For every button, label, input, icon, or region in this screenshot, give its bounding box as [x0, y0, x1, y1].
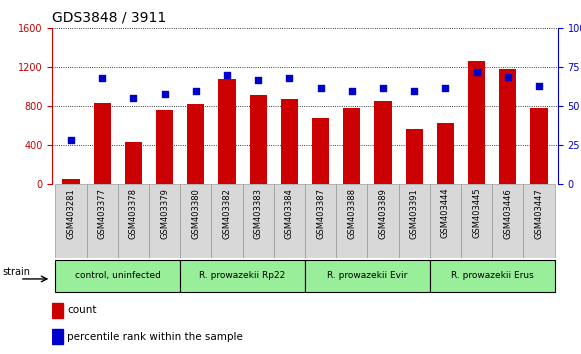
- FancyBboxPatch shape: [180, 260, 305, 292]
- Text: count: count: [67, 305, 97, 315]
- Text: GSM403378: GSM403378: [129, 188, 138, 239]
- Bar: [62, 179, 80, 184]
- Point: [441, 85, 450, 90]
- Text: control, uninfected: control, uninfected: [75, 271, 161, 280]
- Bar: [87, 184, 118, 258]
- Bar: [118, 184, 149, 258]
- Point: [503, 74, 512, 79]
- Point: [472, 69, 481, 75]
- Bar: [523, 184, 555, 258]
- Text: percentile rank within the sample: percentile rank within the sample: [67, 332, 243, 342]
- Point: [535, 83, 544, 89]
- Text: GSM403391: GSM403391: [410, 188, 419, 239]
- Bar: [156, 110, 173, 184]
- Bar: [281, 99, 298, 184]
- Text: GSM403384: GSM403384: [285, 188, 294, 239]
- Point: [316, 85, 325, 90]
- Bar: [180, 184, 211, 258]
- Bar: [211, 184, 243, 258]
- Bar: [305, 184, 336, 258]
- Bar: [374, 101, 392, 184]
- Text: GSM403445: GSM403445: [472, 188, 481, 239]
- Text: GSM403447: GSM403447: [535, 188, 544, 239]
- Text: GSM403382: GSM403382: [223, 188, 231, 239]
- Bar: [430, 184, 461, 258]
- Bar: [52, 303, 63, 318]
- Text: R. prowazekii Rp22: R. prowazekii Rp22: [199, 271, 286, 280]
- Text: R. prowazekii Evir: R. prowazekii Evir: [327, 271, 408, 280]
- Bar: [243, 184, 274, 258]
- Bar: [52, 329, 63, 344]
- Bar: [468, 62, 485, 184]
- Bar: [274, 184, 305, 258]
- Bar: [55, 184, 87, 258]
- Text: GSM403380: GSM403380: [191, 188, 200, 239]
- Text: GSM403389: GSM403389: [379, 188, 388, 239]
- Point: [378, 85, 388, 90]
- Point: [285, 75, 294, 81]
- Bar: [336, 184, 367, 258]
- Text: strain: strain: [3, 267, 31, 277]
- Text: R. prowazekii Erus: R. prowazekii Erus: [451, 271, 533, 280]
- Bar: [461, 184, 492, 258]
- Text: GSM403281: GSM403281: [66, 188, 76, 239]
- Point: [66, 138, 76, 143]
- Point: [98, 75, 107, 81]
- Point: [160, 91, 169, 97]
- Text: GSM403388: GSM403388: [347, 188, 356, 239]
- FancyBboxPatch shape: [430, 260, 555, 292]
- Point: [129, 96, 138, 101]
- Text: GDS3848 / 3911: GDS3848 / 3911: [52, 11, 167, 25]
- Point: [223, 72, 232, 78]
- Text: GSM403387: GSM403387: [316, 188, 325, 239]
- Point: [191, 88, 200, 93]
- Bar: [125, 142, 142, 184]
- Bar: [437, 123, 454, 184]
- FancyBboxPatch shape: [305, 260, 430, 292]
- Bar: [492, 184, 523, 258]
- Bar: [250, 95, 267, 184]
- Bar: [312, 118, 329, 184]
- Bar: [187, 104, 205, 184]
- Bar: [218, 79, 236, 184]
- Bar: [399, 184, 430, 258]
- Point: [253, 77, 263, 82]
- Bar: [499, 69, 517, 184]
- Bar: [530, 108, 548, 184]
- Point: [410, 88, 419, 93]
- Point: [347, 88, 357, 93]
- Bar: [149, 184, 180, 258]
- Text: GSM403377: GSM403377: [98, 188, 107, 239]
- Text: GSM403383: GSM403383: [254, 188, 263, 239]
- Bar: [367, 184, 399, 258]
- Text: GSM403379: GSM403379: [160, 188, 169, 239]
- Bar: [406, 129, 423, 184]
- Bar: [343, 108, 360, 184]
- FancyBboxPatch shape: [55, 260, 180, 292]
- Bar: [94, 103, 111, 184]
- Text: GSM403446: GSM403446: [503, 188, 512, 239]
- Text: GSM403444: GSM403444: [441, 188, 450, 239]
